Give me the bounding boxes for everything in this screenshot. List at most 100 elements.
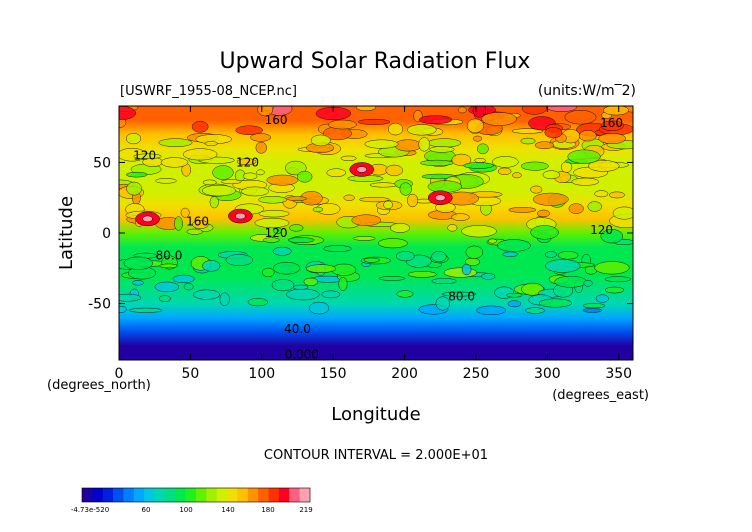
colorbar-swatch — [113, 488, 124, 502]
contour-cell — [201, 184, 236, 197]
contour-cell — [303, 277, 319, 286]
contour-cell — [154, 281, 179, 293]
y-axis-title: Latitude — [56, 196, 77, 270]
contour-cell — [186, 228, 203, 235]
contour-cell — [537, 209, 550, 218]
contour-cell — [343, 194, 355, 201]
contour-cell — [435, 296, 451, 311]
colorbar-swatch — [247, 488, 259, 502]
x-tick-label: 100 — [248, 366, 275, 382]
contour-label: 160 — [600, 116, 623, 130]
colorbar-swatch — [164, 488, 176, 502]
contour-cell — [119, 305, 127, 313]
contour-cell — [466, 118, 484, 133]
contour-cell — [587, 201, 602, 212]
y-tick-label: -50 — [88, 297, 111, 313]
contour-label: 40.0 — [284, 322, 311, 336]
contour-cell — [297, 170, 313, 183]
contour-cell — [554, 275, 587, 288]
contour-cell — [353, 236, 376, 241]
contour-cell — [461, 263, 472, 276]
contour-cell — [598, 133, 626, 144]
contour-cell — [407, 124, 437, 136]
contour-cell — [457, 106, 467, 114]
contour-cell — [125, 133, 142, 145]
contour-label: 80.0 — [448, 290, 475, 304]
contour-cell — [182, 148, 218, 161]
contour-cell — [447, 224, 458, 232]
contour-cell — [287, 237, 315, 243]
contour-cell — [582, 307, 603, 313]
contour-cell — [463, 162, 494, 169]
contour-cell — [512, 172, 522, 179]
contour-cell — [358, 118, 391, 125]
contour-cell — [506, 292, 523, 298]
contour-cell — [180, 207, 190, 218]
contour-cell — [487, 238, 497, 244]
contour-cell — [310, 134, 331, 147]
contour-cell — [521, 282, 544, 296]
contour-cell — [247, 298, 268, 307]
contour-cell — [126, 171, 148, 178]
contour-cell — [321, 290, 341, 299]
contour-cell — [258, 196, 287, 204]
contour-cell — [520, 137, 536, 145]
contour-cell — [256, 169, 265, 176]
contour-cell — [583, 279, 593, 287]
colorbar-swatch — [227, 488, 238, 502]
contour-cell — [312, 206, 324, 213]
contour-label: 120 — [590, 223, 613, 237]
colorbar-tick-label: -4.73e-520 — [71, 506, 109, 514]
contour-cell — [133, 153, 162, 159]
contour-cell — [476, 143, 489, 155]
x-tick-label: 0 — [115, 366, 124, 382]
contour-cell — [306, 264, 336, 273]
contour-cell — [119, 293, 142, 302]
colorbar — [81, 487, 311, 503]
contour-cell — [594, 261, 630, 275]
contour-cell — [160, 157, 189, 168]
contour-cell — [129, 307, 163, 313]
contour-cell — [395, 250, 415, 262]
contour-cell — [496, 239, 531, 252]
contour-cell-peak — [142, 215, 153, 223]
contour-cell — [262, 267, 275, 278]
contour-cell — [511, 128, 544, 134]
contour-cell — [377, 238, 408, 249]
chart-title: Upward Solar Radiation Flux — [220, 49, 531, 74]
contour-cell — [530, 225, 559, 240]
contour-cell — [492, 156, 519, 168]
contour-cell — [396, 290, 414, 298]
contour-cell — [390, 222, 410, 233]
contour-cell — [241, 186, 269, 197]
contour-cell — [235, 125, 263, 135]
contour-cell — [172, 274, 195, 284]
contour-cell — [340, 155, 357, 162]
colorbar-swatch — [154, 488, 166, 502]
colorbar-swatch — [102, 488, 114, 502]
contour-cell — [507, 300, 522, 308]
contour-cell — [545, 259, 581, 273]
contour-cell — [254, 217, 290, 228]
contour-cell — [538, 298, 572, 308]
contour-cell — [271, 279, 295, 292]
colorbar-swatch — [123, 488, 135, 502]
colorbar-swatch — [144, 488, 155, 502]
contour-cell — [158, 295, 171, 302]
colorbar-swatch — [82, 488, 93, 502]
contour-cell — [612, 206, 633, 220]
contour-cell — [546, 106, 577, 112]
contour-cell — [266, 174, 299, 186]
contour-texture — [119, 106, 633, 316]
contour-cell — [359, 196, 390, 203]
contour-cell — [286, 288, 320, 301]
contour-cell — [521, 106, 547, 115]
contour-cell — [364, 139, 399, 149]
contour-cell — [356, 106, 377, 112]
contour-cell — [603, 106, 629, 116]
y-axis: 50 0 -50 — [88, 155, 633, 313]
contour-cell — [212, 165, 234, 180]
contour-cell — [123, 256, 153, 270]
colorbar-swatch — [268, 488, 280, 502]
contour-cell — [427, 180, 463, 193]
